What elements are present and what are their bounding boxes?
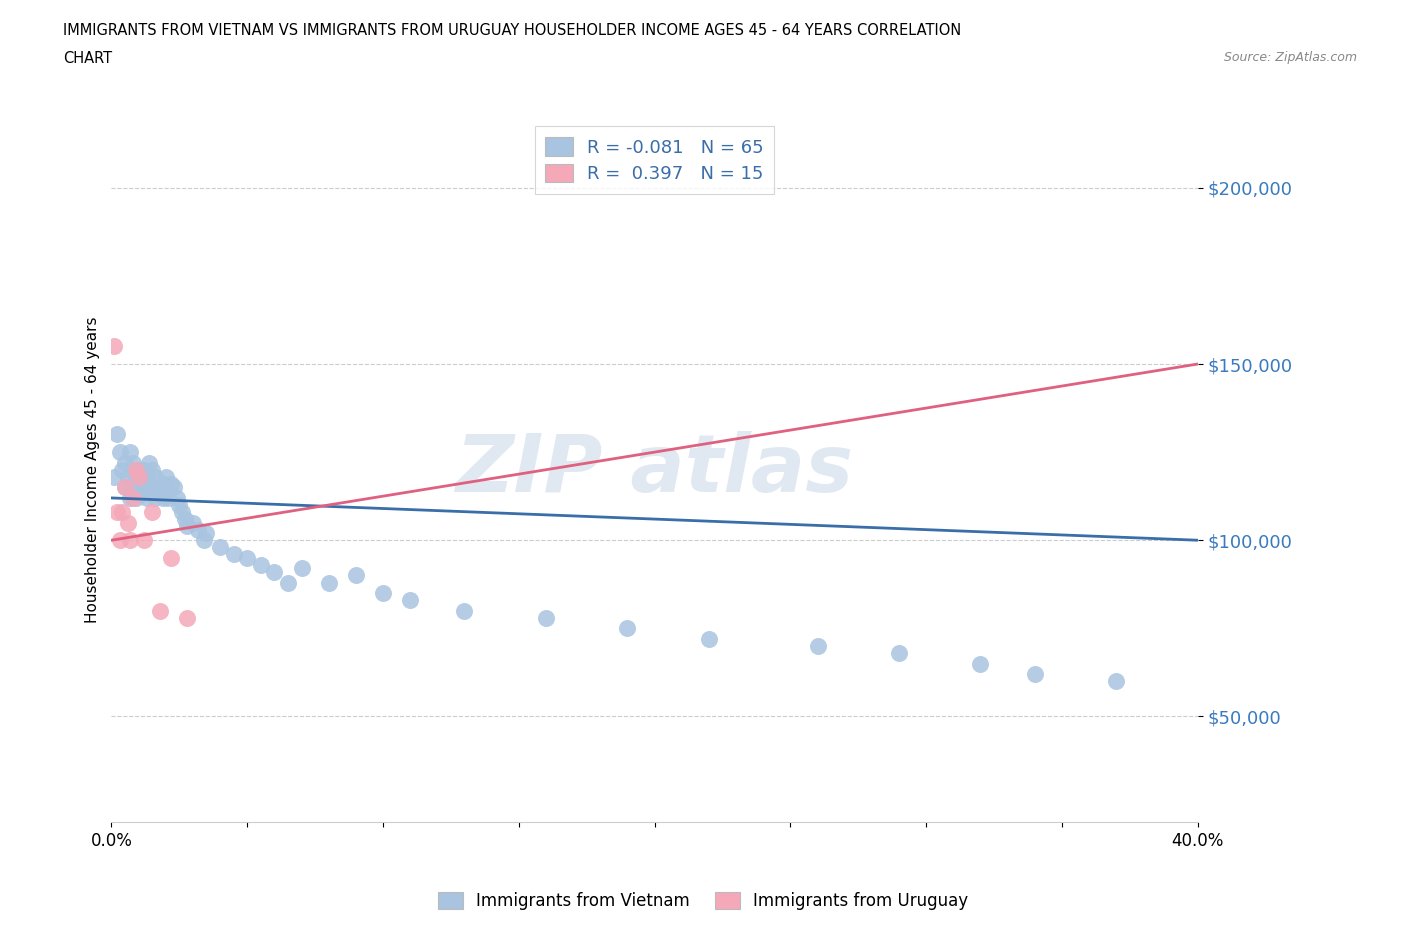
- Point: [166, 490, 188, 505]
- Y-axis label: Householder Income Ages 45 - 64 years: Householder Income Ages 45 - 64 years: [86, 316, 100, 623]
- Point: [806, 639, 828, 654]
- Text: IMMIGRANTS FROM VIETNAM VS IMMIGRANTS FROM URUGUAY HOUSEHOLDER INCOME AGES 45 - : IMMIGRANTS FROM VIETNAM VS IMMIGRANTS FR…: [63, 23, 962, 38]
- Point: [129, 487, 152, 502]
- Point: [169, 498, 191, 512]
- Point: [141, 480, 163, 495]
- Point: [160, 476, 183, 491]
- Legend: Immigrants from Vietnam, Immigrants from Uruguay: Immigrants from Vietnam, Immigrants from…: [432, 885, 974, 917]
- Point: [193, 533, 215, 548]
- Point: [108, 533, 131, 548]
- Point: [114, 480, 136, 495]
- Point: [152, 476, 174, 491]
- Point: [152, 490, 174, 505]
- Point: [173, 512, 195, 526]
- Point: [534, 610, 557, 625]
- Point: [129, 470, 152, 485]
- Point: [122, 480, 145, 495]
- Point: [453, 604, 475, 618]
- Text: ZIP atlas: ZIP atlas: [456, 431, 853, 509]
- Point: [128, 470, 150, 485]
- Point: [135, 490, 157, 505]
- Point: [122, 456, 145, 471]
- Point: [344, 568, 367, 583]
- Point: [111, 505, 134, 520]
- Point: [138, 476, 160, 491]
- Point: [969, 657, 991, 671]
- Point: [277, 575, 299, 590]
- Point: [125, 490, 148, 505]
- Point: [111, 462, 134, 477]
- Point: [105, 427, 128, 442]
- Point: [236, 551, 259, 565]
- Point: [122, 490, 145, 505]
- Text: Source: ZipAtlas.com: Source: ZipAtlas.com: [1223, 51, 1357, 64]
- Point: [263, 565, 285, 579]
- Point: [128, 480, 150, 495]
- Point: [105, 505, 128, 520]
- Point: [108, 445, 131, 459]
- Point: [195, 525, 218, 540]
- Point: [138, 456, 160, 471]
- Point: [371, 586, 394, 601]
- Point: [209, 539, 232, 554]
- Point: [160, 551, 183, 565]
- Point: [120, 533, 142, 548]
- Text: CHART: CHART: [63, 51, 112, 66]
- Point: [114, 480, 136, 495]
- Point: [222, 547, 245, 562]
- Point: [1105, 673, 1128, 688]
- Point: [143, 490, 166, 505]
- Point: [132, 462, 155, 477]
- Point: [155, 480, 177, 495]
- Point: [155, 470, 177, 485]
- Point: [128, 462, 150, 477]
- Point: [399, 592, 422, 607]
- Point: [103, 339, 125, 353]
- Point: [135, 470, 157, 485]
- Point: [103, 470, 125, 485]
- Point: [249, 557, 271, 572]
- Point: [120, 445, 142, 459]
- Point: [616, 621, 638, 636]
- Point: [1024, 667, 1046, 682]
- Point: [117, 470, 139, 485]
- Point: [149, 487, 172, 502]
- Point: [697, 631, 720, 646]
- Point: [181, 515, 204, 530]
- Point: [125, 462, 148, 477]
- Point: [143, 470, 166, 485]
- Point: [290, 561, 312, 576]
- Point: [120, 490, 142, 505]
- Point: [318, 575, 340, 590]
- Point: [176, 519, 198, 534]
- Point: [163, 480, 186, 495]
- Point: [149, 604, 172, 618]
- Point: [187, 523, 209, 538]
- Legend: R = -0.081   N = 65, R =  0.397   N = 15: R = -0.081 N = 65, R = 0.397 N = 15: [534, 126, 775, 194]
- Point: [141, 505, 163, 520]
- Point: [114, 456, 136, 471]
- Point: [132, 480, 155, 495]
- Point: [170, 505, 193, 520]
- Point: [132, 533, 155, 548]
- Point: [141, 462, 163, 477]
- Point: [146, 480, 169, 495]
- Point: [125, 470, 148, 485]
- Point: [117, 515, 139, 530]
- Point: [887, 645, 910, 660]
- Point: [157, 490, 180, 505]
- Point: [176, 610, 198, 625]
